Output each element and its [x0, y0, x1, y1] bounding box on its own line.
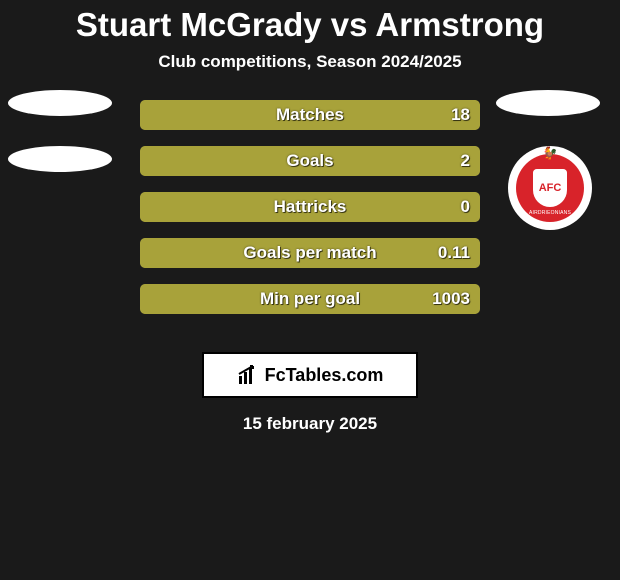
- player1-nation-badge-placeholder: [8, 146, 112, 172]
- subtitle: Club competitions, Season 2024/2025: [0, 52, 620, 72]
- rooster-icon: 🐓: [543, 146, 558, 160]
- bar-value-right: 1003: [432, 289, 470, 309]
- stat-bar-row: Matches 18: [140, 100, 480, 130]
- bar-value-right: 0: [461, 197, 470, 217]
- afc-banner: AIRDRIEONIANS: [529, 210, 571, 216]
- bar-chart-icon: [237, 364, 259, 386]
- left-player-badges: [8, 90, 112, 202]
- stat-bar-row: Goals 2: [140, 146, 480, 176]
- stat-bars: Matches 18 Goals 2 Hattricks 0 Goals per match…: [140, 100, 480, 314]
- afc-shield: AFC: [533, 169, 567, 207]
- stat-bar-row: Goals per match 0.11: [140, 238, 480, 268]
- stat-bar-row: Hattricks 0: [140, 192, 480, 222]
- player1-club-badge-placeholder: [8, 90, 112, 116]
- fctables-logo: FcTables.com: [202, 352, 418, 398]
- page-title: Stuart McGrady vs Armstrong: [0, 0, 620, 44]
- player2-club-badge: 🐓 AFC AIRDRIEONIANS: [508, 146, 592, 230]
- bar-label: Goals per match: [243, 243, 376, 263]
- comparison-chart: 🐓 AFC AIRDRIEONIANS Matches 18 Goals 2 Hattr…: [0, 100, 620, 340]
- bar-label: Goals: [286, 151, 333, 171]
- afc-badge-inner: 🐓 AFC AIRDRIEONIANS: [516, 154, 584, 222]
- bar-label: Hattricks: [274, 197, 347, 217]
- player2-nation-badge-placeholder: [496, 90, 600, 116]
- bar-label: Matches: [276, 105, 344, 125]
- bar-value-right: 2: [461, 151, 470, 171]
- logo-text: FcTables.com: [265, 365, 384, 386]
- date-line: 15 february 2025: [0, 414, 620, 434]
- right-player-badges: 🐓 AFC AIRDRIEONIANS: [500, 90, 600, 230]
- bar-label: Min per goal: [260, 289, 360, 309]
- stat-bar-row: Min per goal 1003: [140, 284, 480, 314]
- bar-value-right: 18: [451, 105, 470, 125]
- bar-value-right: 0.11: [438, 243, 470, 263]
